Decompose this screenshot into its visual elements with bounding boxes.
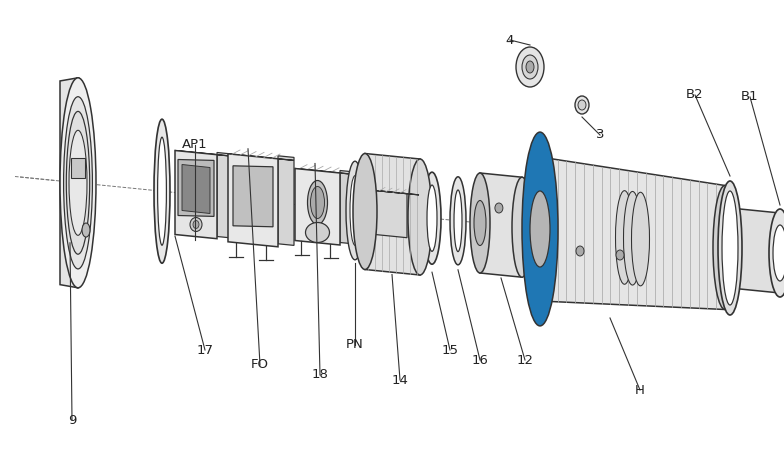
Ellipse shape — [526, 61, 534, 73]
Ellipse shape — [307, 181, 328, 224]
Ellipse shape — [64, 97, 93, 269]
Ellipse shape — [775, 222, 784, 285]
Polygon shape — [540, 157, 725, 309]
Ellipse shape — [60, 78, 96, 288]
Ellipse shape — [310, 187, 325, 218]
Ellipse shape — [722, 191, 738, 305]
Text: 4: 4 — [506, 34, 514, 46]
Ellipse shape — [718, 181, 742, 315]
Polygon shape — [233, 166, 273, 227]
Ellipse shape — [470, 173, 490, 273]
Ellipse shape — [474, 201, 486, 246]
Ellipse shape — [526, 134, 554, 324]
Ellipse shape — [769, 209, 784, 297]
Ellipse shape — [408, 159, 432, 275]
Polygon shape — [175, 151, 233, 157]
Ellipse shape — [450, 177, 466, 265]
Text: AP1: AP1 — [182, 138, 208, 152]
Ellipse shape — [522, 132, 558, 326]
Polygon shape — [182, 165, 210, 213]
Polygon shape — [375, 191, 419, 195]
Ellipse shape — [713, 186, 737, 309]
Ellipse shape — [522, 55, 538, 79]
Polygon shape — [228, 154, 294, 161]
Polygon shape — [725, 207, 784, 293]
Ellipse shape — [65, 78, 91, 288]
Ellipse shape — [512, 177, 532, 277]
Ellipse shape — [623, 192, 641, 285]
Polygon shape — [175, 151, 217, 239]
Ellipse shape — [82, 223, 90, 237]
Polygon shape — [295, 168, 354, 174]
Polygon shape — [278, 156, 294, 245]
Text: PN: PN — [346, 339, 364, 352]
Ellipse shape — [353, 153, 377, 269]
Ellipse shape — [350, 176, 360, 245]
Ellipse shape — [516, 47, 544, 87]
Ellipse shape — [526, 134, 554, 324]
Ellipse shape — [616, 250, 624, 260]
Ellipse shape — [775, 213, 784, 293]
Ellipse shape — [154, 119, 170, 263]
Text: 16: 16 — [471, 354, 488, 366]
Polygon shape — [217, 152, 233, 238]
Ellipse shape — [530, 191, 550, 267]
Text: H: H — [635, 384, 645, 396]
Ellipse shape — [67, 111, 89, 254]
Polygon shape — [480, 173, 522, 277]
Polygon shape — [365, 153, 420, 275]
Ellipse shape — [495, 203, 503, 213]
Polygon shape — [295, 168, 340, 245]
Ellipse shape — [578, 100, 586, 110]
Ellipse shape — [193, 221, 199, 228]
Ellipse shape — [190, 217, 202, 232]
Ellipse shape — [454, 190, 462, 252]
Ellipse shape — [69, 130, 87, 235]
Polygon shape — [228, 154, 278, 247]
Polygon shape — [71, 158, 85, 178]
Polygon shape — [375, 191, 407, 238]
Polygon shape — [178, 160, 214, 217]
Text: 14: 14 — [391, 374, 408, 386]
Text: 17: 17 — [197, 344, 213, 357]
Ellipse shape — [306, 222, 329, 243]
Text: 18: 18 — [311, 369, 328, 381]
Text: 12: 12 — [517, 354, 533, 366]
Ellipse shape — [427, 185, 437, 251]
Ellipse shape — [576, 246, 584, 256]
Ellipse shape — [423, 172, 441, 264]
Ellipse shape — [773, 225, 784, 281]
Ellipse shape — [575, 96, 589, 114]
Text: FO: FO — [251, 359, 269, 371]
Ellipse shape — [158, 137, 166, 245]
Text: 15: 15 — [441, 344, 459, 357]
Ellipse shape — [631, 192, 649, 286]
Text: B1: B1 — [741, 91, 759, 103]
Ellipse shape — [615, 191, 633, 284]
Text: 3: 3 — [596, 128, 604, 142]
Polygon shape — [60, 78, 78, 288]
Ellipse shape — [346, 161, 364, 260]
Text: 9: 9 — [67, 414, 76, 426]
Text: B2: B2 — [686, 89, 704, 101]
Polygon shape — [340, 171, 354, 244]
